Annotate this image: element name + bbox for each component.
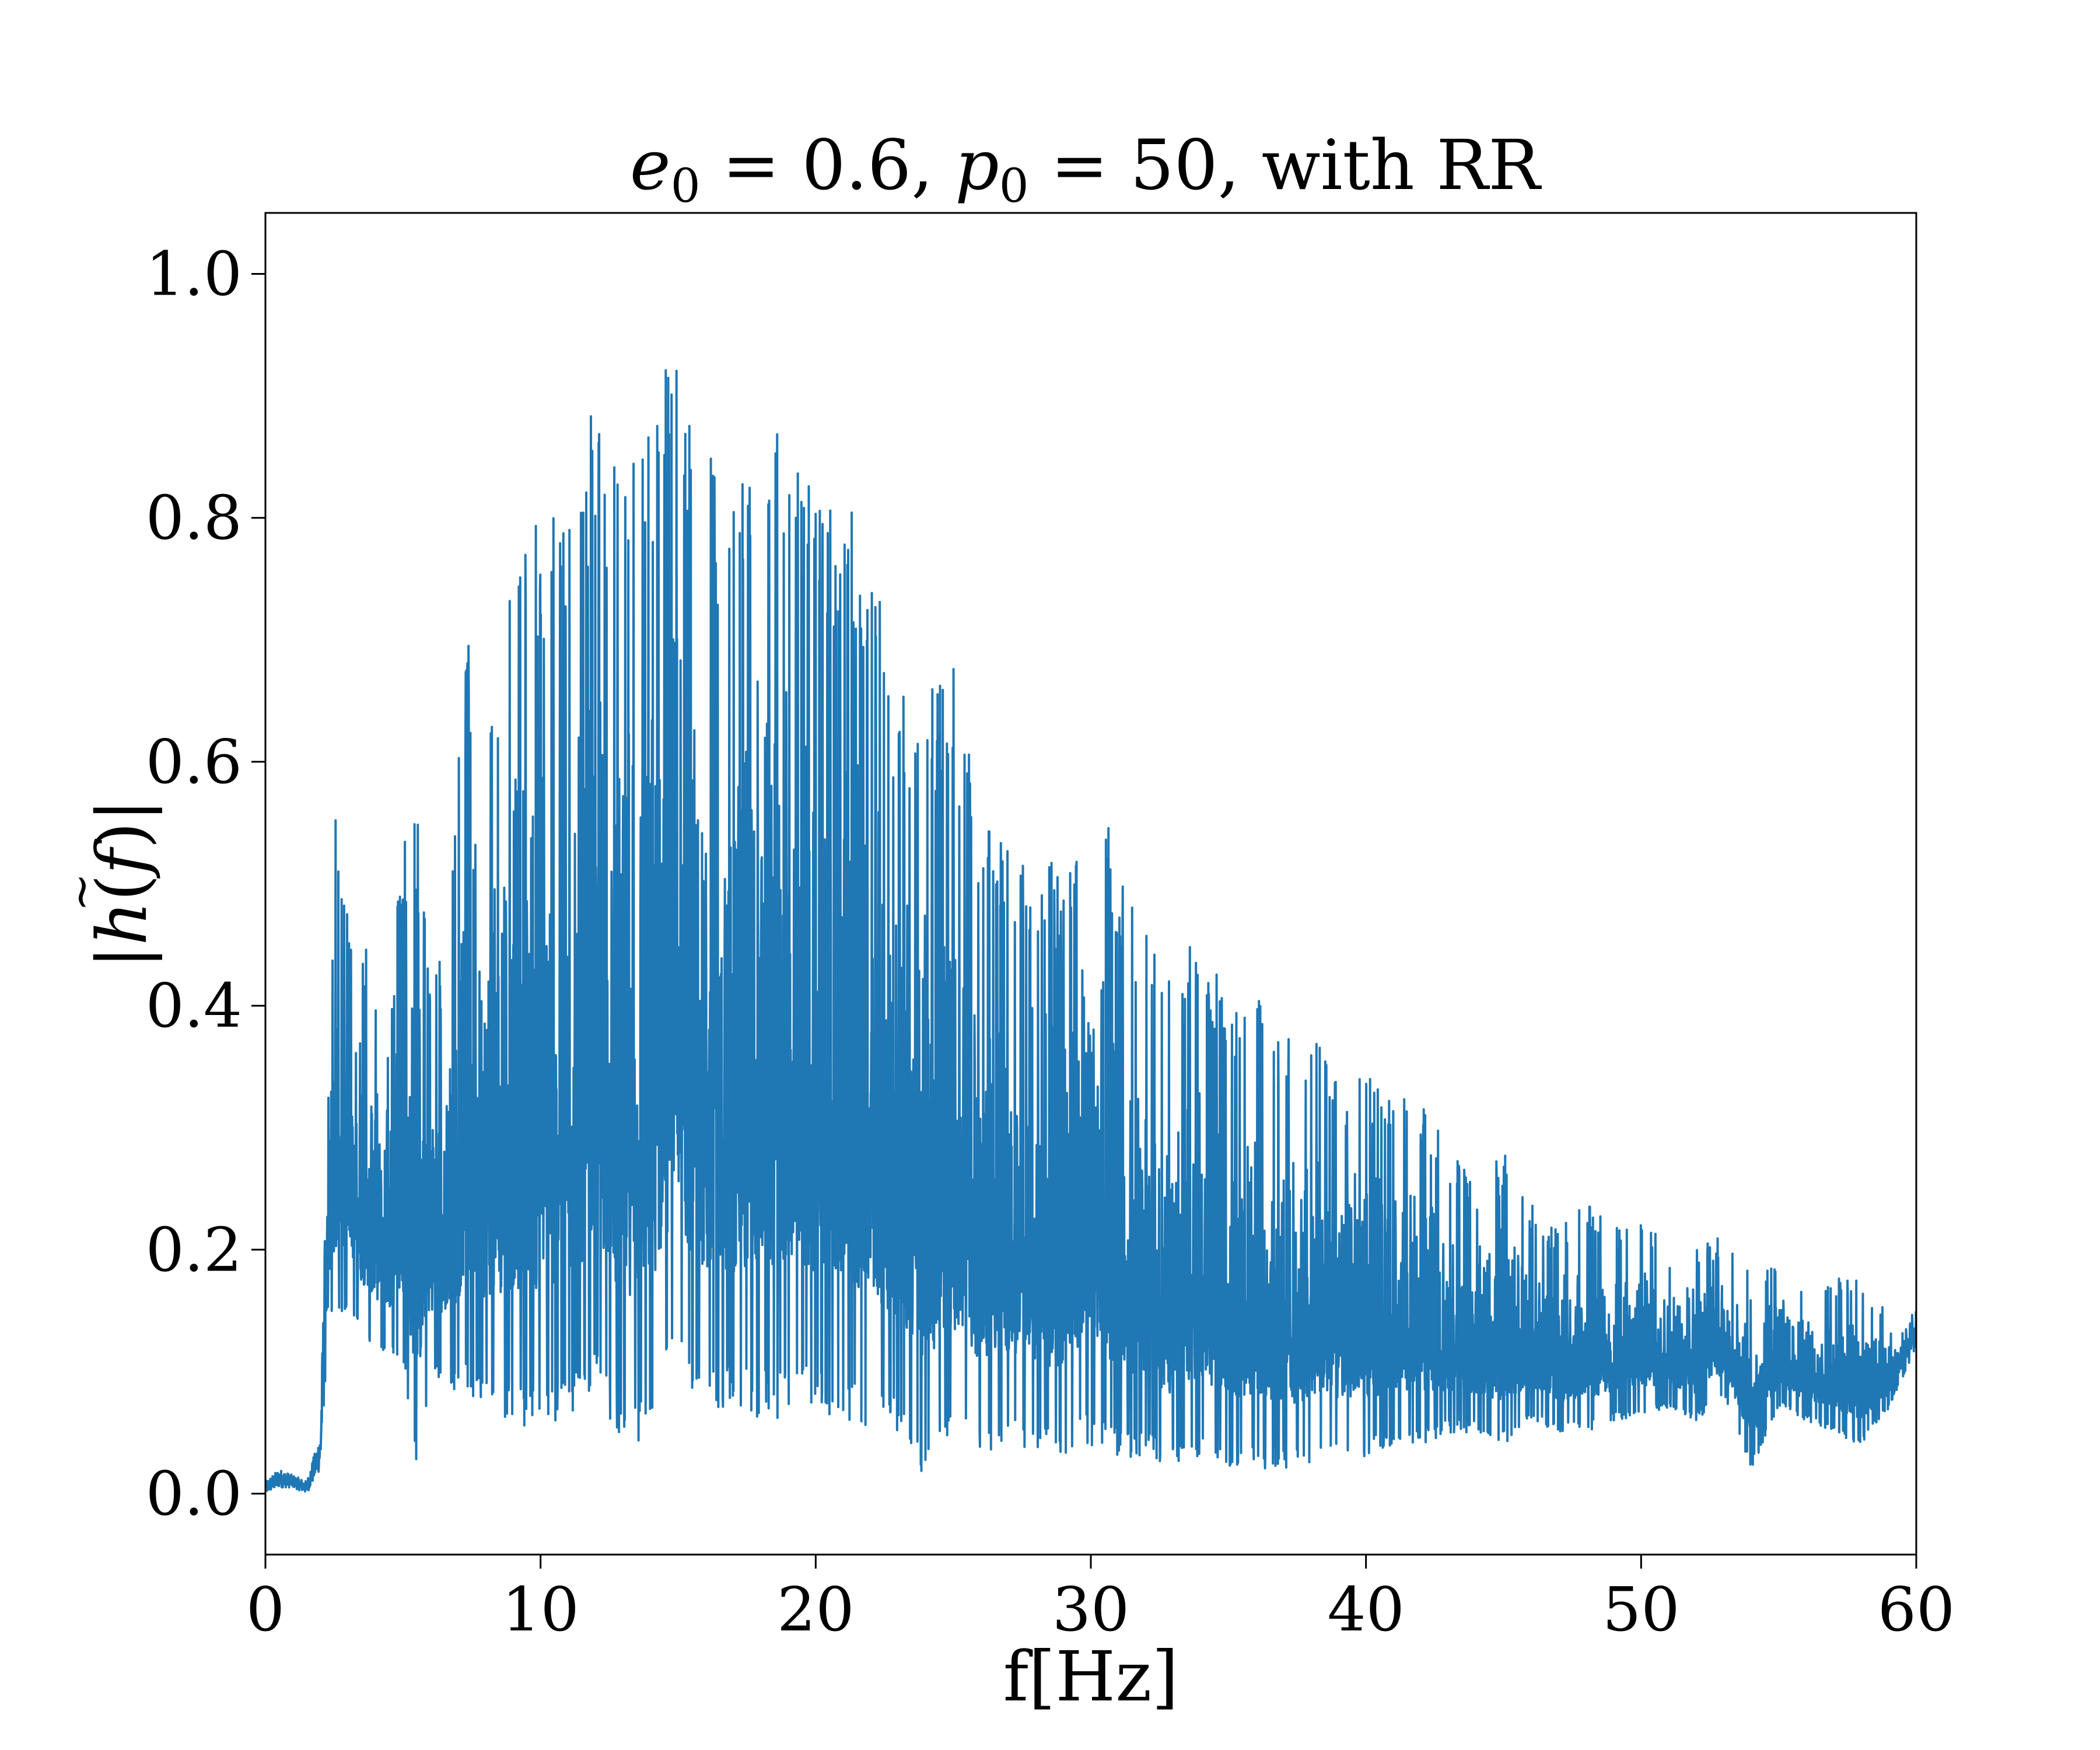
y-tick-label: 0.8 (146, 482, 242, 554)
series-line (265, 369, 1916, 1493)
x-tick-label: 40 (1327, 1574, 1404, 1645)
x-tick-label: 10 (502, 1574, 579, 1645)
chart-title: e0 = 0.6, p0 = 50, with RR (630, 125, 1542, 213)
x-tick-label: 0 (246, 1574, 285, 1645)
ylabel-paren-close: ) (82, 822, 162, 849)
x-tick-label: 60 (1878, 1574, 1955, 1645)
y-axis-label: |h(f)| ~ (54, 799, 162, 968)
title-e-subscript: 0 (671, 159, 701, 213)
y-tick-label: 0.2 (146, 1214, 242, 1285)
svg-text:|h(f)|: |h(f)| (82, 799, 162, 968)
y-tick-label: 0.0 (146, 1458, 242, 1529)
title-p-value: = 50, with RR (1029, 125, 1542, 205)
x-axis-label: f[Hz] (1003, 1636, 1179, 1717)
title-e-symbol: e (630, 125, 671, 205)
title-e-value: = 0.6, (701, 125, 956, 205)
title-p-subscript: 0 (999, 159, 1029, 213)
x-tick-label: 30 (1052, 1574, 1129, 1645)
x-tick-label: 50 (1602, 1574, 1679, 1645)
ylabel-bar-open: | (82, 946, 162, 969)
y-axis: 0.0 0.2 0.4 0.6 0.8 1.0 (146, 239, 265, 1529)
series-layer (265, 369, 1916, 1493)
ylabel-bar-close: | (82, 799, 162, 822)
y-tick-label: 1.0 (146, 239, 242, 310)
ylabel-paren-open: ( (82, 874, 162, 901)
ylabel-tilde: ~ (54, 873, 108, 912)
title-p-symbol: p (955, 125, 999, 205)
y-tick-label: 0.4 (146, 970, 242, 1041)
y-tick-label: 0.6 (146, 726, 242, 797)
x-tick-label: 20 (777, 1574, 854, 1645)
x-axis: 0 10 20 30 40 50 60 (246, 1555, 1955, 1645)
ylabel-h: h (82, 901, 162, 946)
